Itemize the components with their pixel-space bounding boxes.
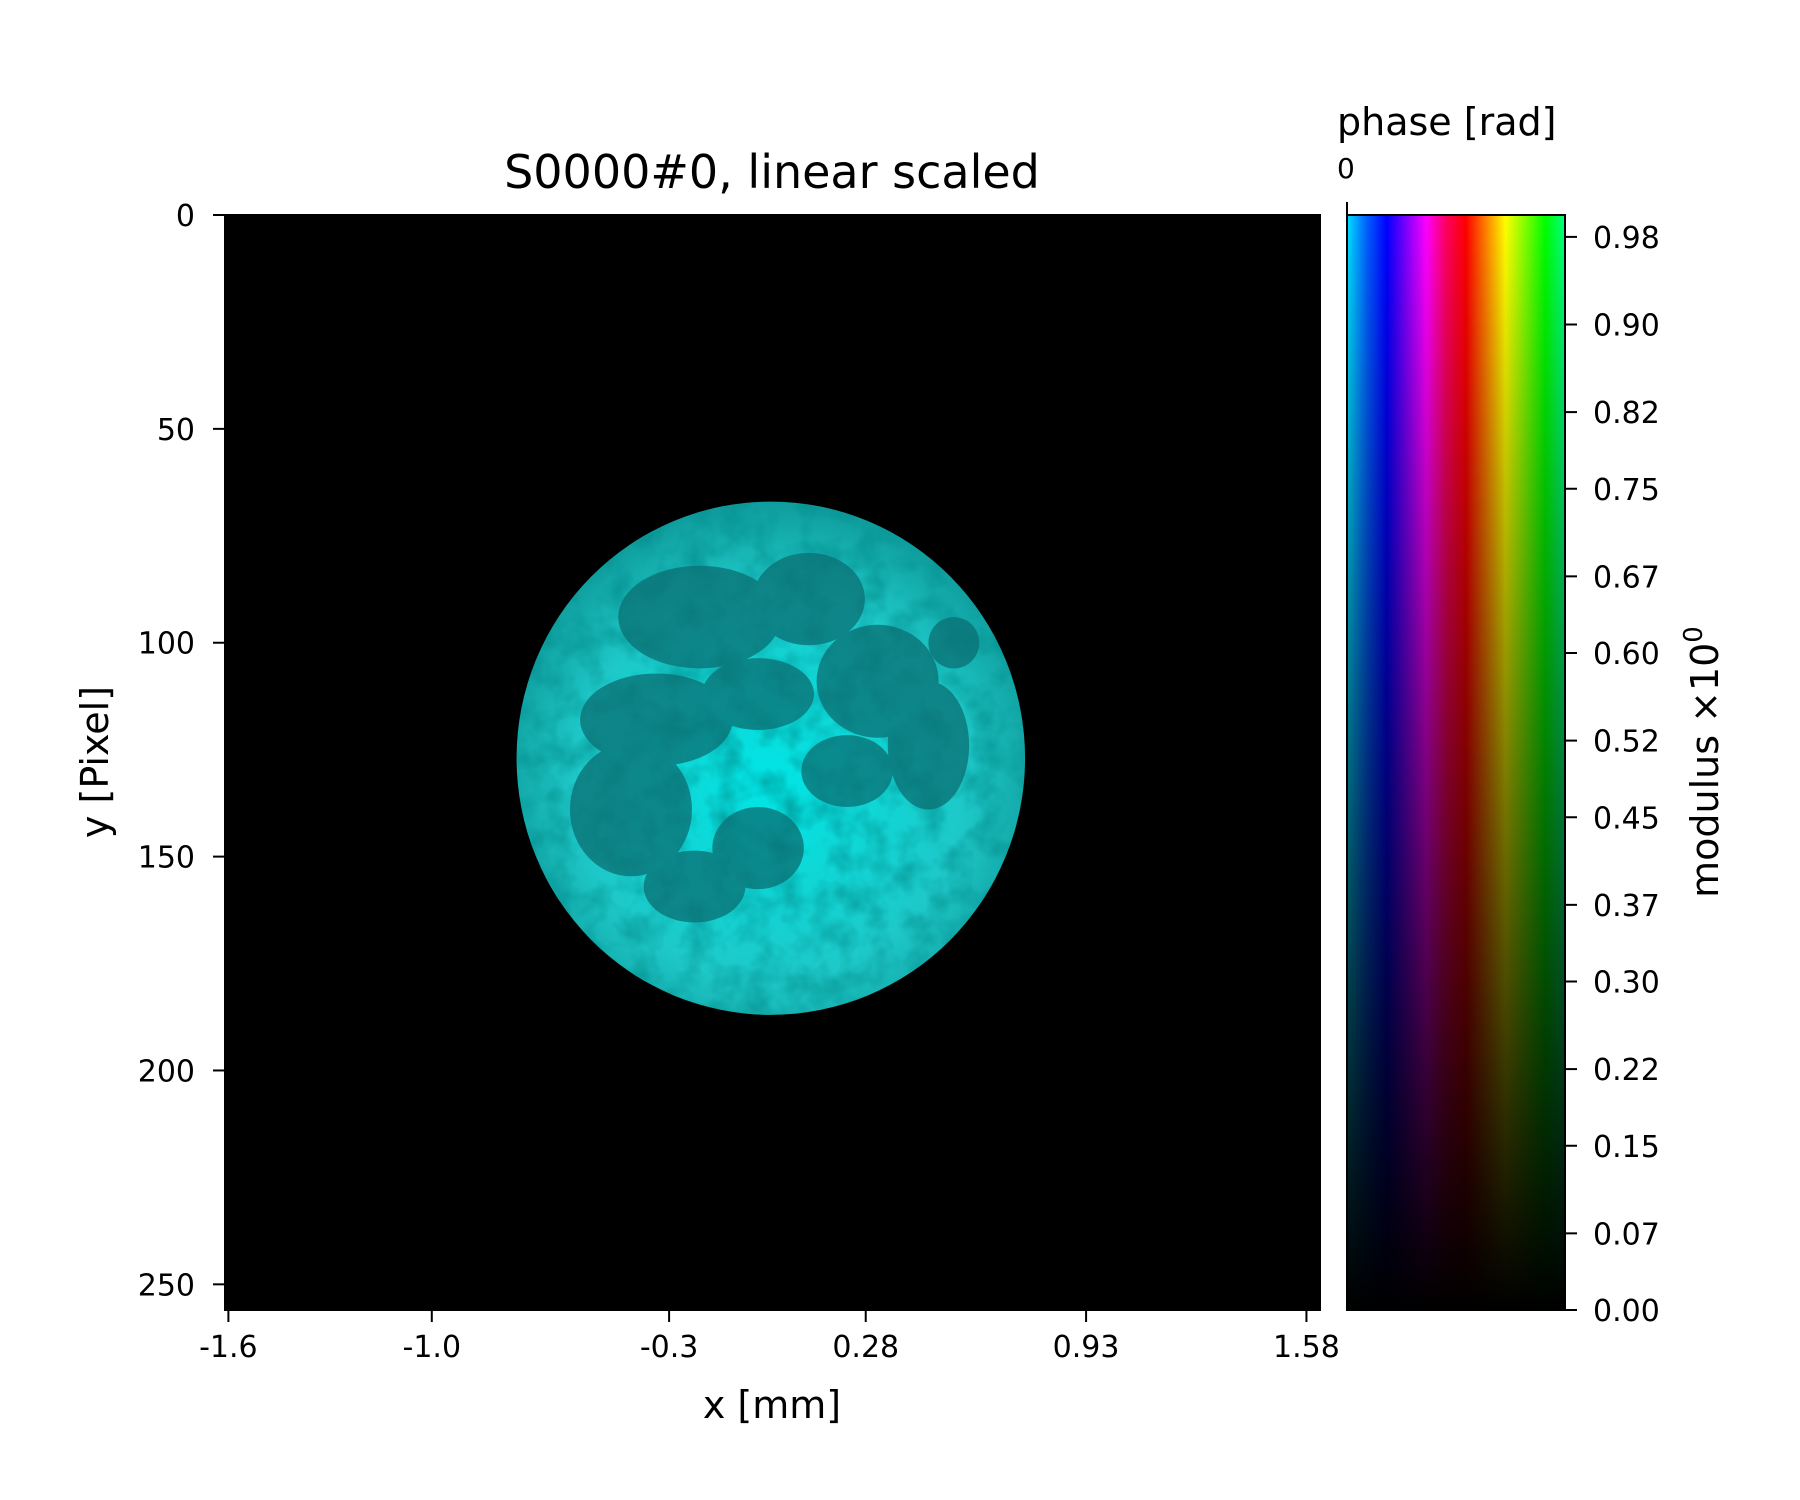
colorbar: 0.98 0.90 0.82 0.75 0.67 0.60 0.52 0.45 0.37 0.30… [1346, 202, 1660, 1329]
plot-frame [224, 214, 1321, 1311]
colorbar-top-label: phase [rad] [1337, 100, 1556, 144]
colorbar-tick-label: 0.30 [1593, 966, 1660, 1001]
y-axis: 0 50 100 150 200 250 [138, 199, 225, 1303]
mare-patch [569, 742, 692, 877]
x-tick-label: -1.0 [403, 1330, 462, 1365]
colorbar-darkening [1347, 215, 1565, 1310]
x-tick-label: 0.93 [1053, 1330, 1120, 1365]
mare-patch [702, 658, 815, 730]
x-tick-label: -0.3 [640, 1330, 699, 1365]
y-tick-label: 200 [138, 1054, 195, 1089]
colorbar-label-text: modulus ×10 [1683, 643, 1727, 898]
colorbar-tick-label: 0.07 [1593, 1217, 1660, 1252]
y-tick-label: 250 [138, 1268, 195, 1303]
colorbar-tick-label: 0.15 [1593, 1130, 1660, 1165]
x-axis: -1.6 -1.0 -0.3 0.28 0.93 1.58 [199, 1310, 1340, 1365]
mare-patch [618, 565, 781, 669]
colorbar-tick-label: 0.52 [1593, 725, 1660, 760]
colorbar-label-exponent: 0 [1679, 626, 1709, 643]
colorbar-ticks: 0.98 0.90 0.82 0.75 0.67 0.60 0.52 0.45 0.37 0.30… [1565, 221, 1660, 1329]
colorbar-tick-label: 0.45 [1593, 801, 1660, 836]
colorbar-tick-label: 0.90 [1593, 309, 1660, 344]
colorbar-tick-label: 0.60 [1593, 637, 1660, 672]
moon-maria [569, 552, 980, 923]
mare-patch [712, 806, 804, 890]
colorbar-frame [1346, 214, 1566, 1311]
colorbar-top-tick: 0 [1337, 152, 1355, 185]
colorbar-tick-label: 0.22 [1593, 1053, 1660, 1088]
x-tick-label: 1.58 [1273, 1330, 1340, 1365]
x-tick-label: 0.28 [832, 1330, 899, 1365]
colorbar-tick-label: 0.37 [1593, 889, 1660, 924]
colorbar-tick-label: 0.00 [1593, 1294, 1660, 1329]
x-tick-label: -1.6 [199, 1330, 258, 1365]
colorbar-tick-label: 0.75 [1593, 473, 1660, 508]
y-tick-label: 50 [157, 413, 195, 448]
mare-patch [928, 617, 980, 669]
chart-title: S0000#0, linear scaled [504, 145, 1040, 199]
y-tick-label: 150 [138, 841, 195, 876]
mare-patch [887, 681, 970, 810]
y-tick-label: 0 [176, 199, 195, 234]
colorbar-tick-label: 0.67 [1593, 560, 1660, 595]
plot-area: -1.6 -1.0 -0.3 0.28 0.93 1.58 0 50 100 150 200 250 [138, 199, 1340, 1365]
y-tick-label: 100 [138, 627, 195, 662]
colorbar-label: modulus ×100 [1679, 626, 1727, 898]
x-axis-label: x [mm] [703, 1383, 841, 1427]
y-axis-label: y [Pixel] [73, 686, 117, 838]
colorbar-tick-label: 0.82 [1593, 396, 1660, 431]
mare-patch [801, 735, 893, 807]
colorbar-tick-label: 0.98 [1593, 221, 1660, 256]
mare-patch [580, 673, 733, 766]
mare-patch [753, 552, 865, 646]
